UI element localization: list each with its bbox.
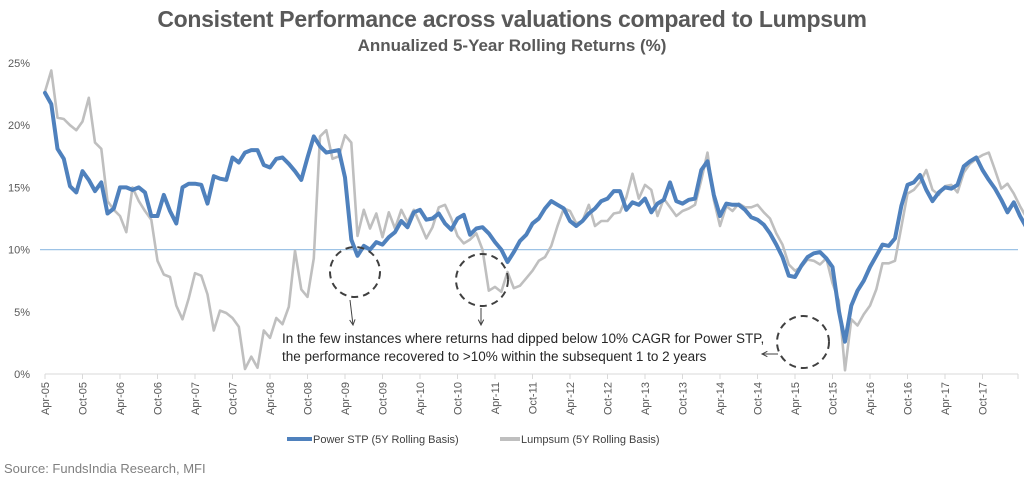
x-tick-label: Apr-14	[715, 382, 727, 415]
x-tick-label: Apr-13	[640, 382, 652, 415]
x-axis: Apr-05 Oct-05 Apr-06 Oct-06 Apr-07 Oct-07 Apr-…	[40, 373, 1019, 415]
x-tick-label: Apr-06	[115, 382, 127, 415]
legend: Power STP (5Y Rolling Basis) Lumpsum (5Y…	[287, 434, 660, 446]
y-tick-label: 5%	[14, 307, 30, 319]
x-tick-label: Oct-16	[903, 382, 915, 415]
highlight-circle	[455, 253, 509, 307]
highlight-circle	[329, 246, 381, 298]
x-tick-label: Apr-05	[40, 382, 52, 415]
y-tick-label: 25%	[8, 58, 30, 70]
x-tick-label: Oct-11	[528, 382, 540, 414]
x-tick-label: Oct-15	[828, 382, 840, 415]
x-tick-label: Oct-09	[378, 382, 390, 415]
legend-label-power-stp: Power STP (5Y Rolling Basis)	[313, 434, 459, 446]
x-tick-label: Oct-12	[603, 382, 615, 415]
annotation-arrow	[349, 299, 354, 326]
annotation-layer	[329, 246, 830, 369]
x-tick-label: Oct-10	[453, 382, 465, 415]
x-tick-label: Oct-13	[678, 382, 690, 415]
x-tick-label: Apr-17	[940, 382, 952, 415]
series-line-power-stp	[43, 90, 1024, 344]
x-tick-label: Apr-09	[340, 382, 352, 415]
source-note: Source: FundsIndia Research, MFI	[4, 461, 206, 476]
annotation-text-line2: the performance recovered to >10% within…	[282, 349, 707, 364]
x-tick-label: Apr-07	[190, 382, 202, 415]
chart-subtitle: Annualized 5-Year Rolling Returns (%)	[357, 36, 667, 55]
chart-title: Consistent Performance across valuations…	[157, 6, 867, 32]
x-tick-label: Oct-17	[978, 382, 990, 415]
y-tick-label: 20%	[8, 120, 30, 132]
x-tick-label: Apr-15	[790, 382, 802, 415]
x-tick-label: Apr-10	[415, 382, 427, 415]
x-tick-label: Oct-14	[753, 382, 765, 415]
x-tick-label: Oct-07	[228, 382, 240, 415]
annotation-text-line1: In the few instances where returns had d…	[282, 331, 764, 346]
y-tick-label: 10%	[8, 245, 30, 257]
x-tick-label: Oct-08	[303, 382, 315, 415]
legend-label-lumpsum: Lumpsum (5Y Rolling Basis)	[521, 434, 660, 446]
annotation-arrow-head	[760, 350, 768, 358]
x-tick-label: Apr-11	[490, 382, 502, 414]
y-tick-label: 15%	[8, 182, 30, 194]
x-tick-label: Oct-06	[153, 382, 165, 415]
annotation-arrow-head	[349, 319, 356, 327]
annotation-arrow-head	[477, 319, 485, 327]
highlight-circle	[776, 315, 830, 369]
series-layer	[43, 69, 1024, 372]
x-tick-label: Apr-16	[865, 382, 877, 415]
y-axis-labels: 0% 5% 10% 15% 20% 25%	[8, 58, 30, 381]
y-tick-label: 0%	[14, 369, 30, 381]
x-tick-label: Oct-05	[78, 382, 90, 415]
series-line-lumpsum	[43, 69, 1024, 372]
x-tick-label: Apr-12	[565, 382, 577, 415]
x-tick-label: Apr-08	[265, 382, 277, 415]
